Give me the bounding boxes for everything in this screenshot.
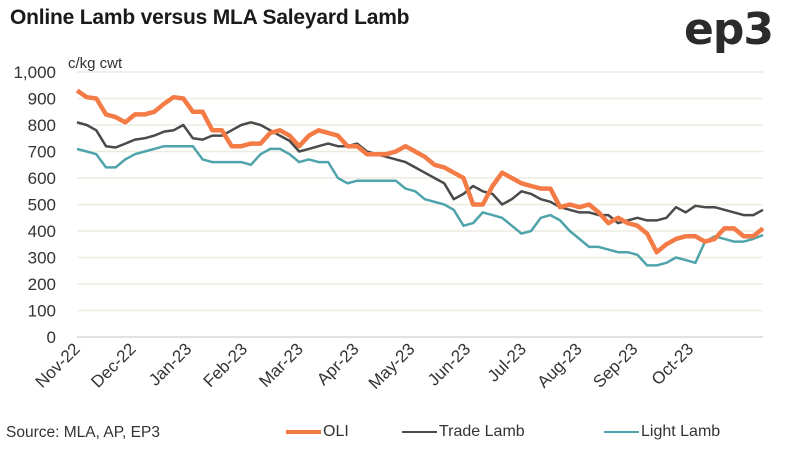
series-line-trade-lamb (76, 121, 764, 225)
x-tick-label: Dec-22 (87, 339, 139, 391)
x-tick-label: Apr-23 (313, 339, 363, 389)
x-tick-label: Jan-23 (145, 339, 195, 389)
y-tick-label: 500 (28, 196, 56, 215)
x-tick-label: Oct-23 (648, 339, 698, 389)
legend-item-light-lamb: Light Lamb (604, 423, 720, 441)
y-tick-label: 400 (28, 222, 56, 241)
series-lines (75, 88, 765, 267)
y-tick-label: 600 (28, 169, 56, 188)
x-tick-label: Aug-23 (534, 339, 586, 391)
gridlines (77, 71, 763, 338)
chart-title: Online Lamb versus MLA Saleyard Lamb (10, 6, 410, 29)
y-tick-label: 100 (28, 302, 56, 321)
x-tick-label: May-23 (365, 339, 419, 393)
y-tick-label: 900 (28, 90, 56, 109)
x-tick-label: Jul-23 (484, 339, 530, 385)
series-line-light-lamb (76, 144, 764, 267)
legend-label-light-lamb: Light Lamb (641, 423, 721, 440)
series-line-oli (75, 88, 765, 255)
x-tick-label: Nov-22 (32, 339, 84, 391)
x-tick-label: Sep-23 (589, 339, 641, 391)
y-tick-label: 200 (28, 275, 56, 294)
y-axis-label: c/kg cwt (68, 55, 123, 72)
legend-label-oli: OLI (323, 423, 349, 440)
legend-item-trade-lamb: Trade Lamb (402, 423, 525, 441)
legend-swatch-light-lamb (604, 431, 639, 433)
x-tick-label: Mar-23 (255, 339, 307, 391)
x-tick-label: Feb-23 (200, 339, 252, 391)
y-tick-label: 0 (47, 328, 56, 347)
y-tick-label: 700 (28, 143, 56, 162)
legend-item-oli: OLI (286, 423, 349, 441)
y-axis-ticks: 0 100 200 300 400 500 600 700 800 900 1,000 (13, 63, 56, 347)
y-tick-label: 300 (28, 249, 56, 268)
legend-swatch-oli (286, 430, 321, 434)
x-tick-label: Jun-23 (424, 339, 474, 389)
ep3-logo: ep3 (684, 4, 774, 55)
legend-label-trade-lamb: Trade Lamb (439, 423, 525, 440)
legend-swatch-trade-lamb (402, 431, 437, 433)
y-tick-label: 1,000 (13, 63, 56, 82)
x-axis-ticks: Nov-22 Dec-22 Jan-23 Feb-23 Mar-23 Apr-23 May-… (32, 339, 698, 393)
source-note: Source: MLA, AP, EP3 (6, 424, 160, 441)
y-tick-label: 800 (28, 116, 56, 135)
